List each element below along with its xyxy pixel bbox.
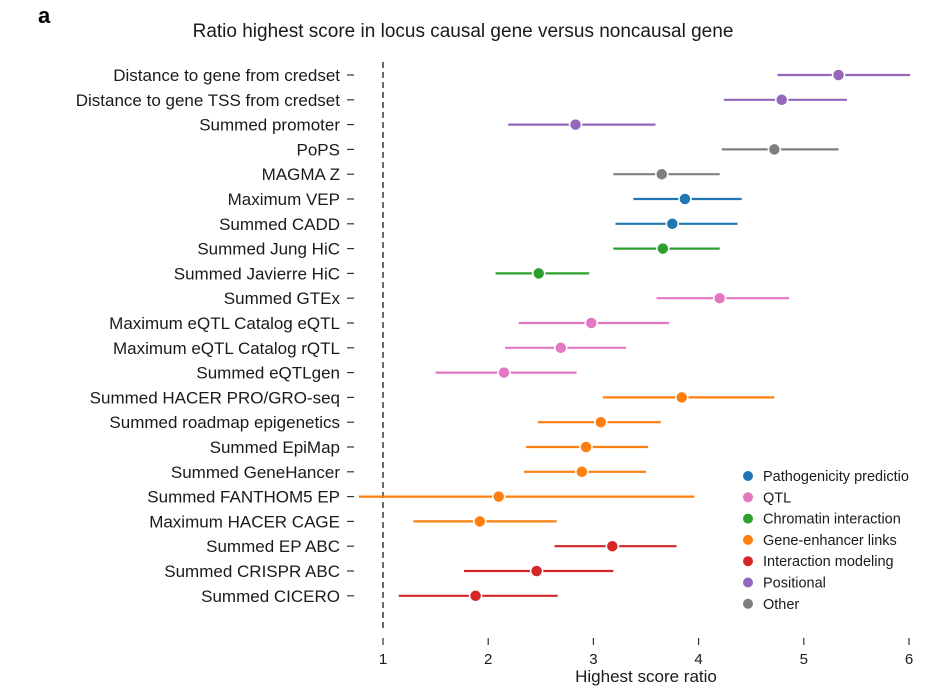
legend-marker (743, 492, 753, 503)
y-tick-label: PoPS (297, 140, 340, 159)
y-tick-label: Summed GTEx (224, 289, 341, 308)
y-tick-label: Summed EP ABC (206, 537, 340, 556)
y-tick-label: Maximum eQTL Catalog rQTL (113, 339, 340, 358)
x-tick-label: 6 (905, 651, 913, 668)
legend-label: Positional (763, 576, 826, 592)
point-estimate (774, 93, 789, 107)
point-estimate (568, 117, 583, 132)
point-estimate (491, 489, 506, 504)
y-tick-label: Summed HACER PRO/GRO-seq (90, 388, 340, 407)
y-tick-label: Maximum HACER CAGE (149, 512, 340, 531)
point-estimate (531, 266, 546, 281)
point-estimate (497, 365, 511, 380)
y-tick-label: Distance to gene TSS from credset (76, 91, 341, 110)
y-tick-label: Summed FANTHOM5 EP (147, 488, 340, 507)
legend-label: Other (763, 597, 799, 613)
legend-marker (743, 598, 753, 609)
y-tick-label: Maximum eQTL Catalog eQTL (109, 314, 340, 333)
point-estimates (468, 68, 846, 603)
x-axis: 1 2 3 4 5 6 (379, 638, 913, 668)
y-axis-ticks (347, 74, 354, 597)
point-estimate (468, 589, 483, 603)
legend-marker (743, 471, 753, 481)
legend: Pathogenicity predictio QTL Chromatin inte… (743, 469, 909, 613)
legend-item: Chromatin interaction (743, 512, 901, 528)
point-estimate (767, 142, 782, 157)
point-estimate (655, 167, 669, 181)
point-estimate (554, 341, 568, 355)
y-tick-label: Summed roadmap epigenetics (109, 413, 340, 432)
legend-marker (743, 513, 753, 524)
legend-item: Other (743, 597, 799, 613)
legend-item: Positional (743, 576, 826, 592)
y-tick-label: Summed CICERO (201, 587, 340, 606)
y-tick-label: Distance to gene from credset (113, 66, 340, 85)
panel-label: a (38, 3, 51, 28)
point-estimate (831, 68, 846, 82)
y-tick-label: Maximum VEP (228, 190, 340, 209)
y-tick-label: Summed EpiMap (210, 438, 340, 457)
y-tick-label: Summed CADD (219, 215, 340, 234)
point-estimate (529, 564, 544, 578)
point-estimate (678, 192, 692, 206)
y-tick-label: Summed CRISPR ABC (164, 562, 340, 581)
point-estimate (575, 465, 589, 479)
x-tick-label: 4 (694, 651, 702, 668)
x-tick-label: 5 (800, 651, 808, 668)
y-tick-label: Summed Jung HiC (197, 240, 340, 259)
point-estimate (712, 291, 727, 305)
legend-item: Pathogenicity predictio (743, 469, 909, 485)
chart-title: Ratio highest score in locus causal gene… (193, 21, 734, 42)
point-estimate (605, 539, 620, 553)
legend-marker (743, 577, 753, 588)
x-tick-label: 3 (589, 651, 597, 668)
point-estimate (473, 514, 487, 529)
point-estimate (656, 241, 670, 256)
y-tick-label: Summed eQTLgen (196, 364, 340, 383)
legend-item: Interaction modeling (743, 554, 894, 570)
x-axis-label: Highest score ratio (575, 667, 717, 686)
point-estimate (675, 390, 689, 405)
legend-item: Gene-enhancer links (743, 533, 897, 549)
legend-item: QTL (743, 490, 791, 506)
y-tick-label: MAGMA Z (262, 165, 340, 184)
x-tick-label: 1 (379, 651, 387, 668)
legend-label: Pathogenicity predictio (763, 469, 909, 485)
y-axis-labels: Distance to gene from credset Distance to… (76, 66, 341, 606)
legend-label: Chromatin interaction (763, 512, 901, 528)
legend-label: Gene-enhancer links (763, 533, 897, 549)
point-estimate (584, 316, 599, 330)
legend-label: Interaction modeling (763, 554, 894, 570)
point-estimate (594, 415, 608, 429)
x-tick-label: 2 (484, 651, 492, 668)
point-estimate (579, 440, 593, 454)
legend-marker (743, 556, 753, 567)
y-tick-label: Summed Javierre HiC (174, 264, 340, 283)
legend-label: QTL (763, 490, 791, 506)
y-tick-label: Summed GeneHancer (171, 463, 340, 482)
legend-marker (743, 534, 753, 545)
y-tick-label: Summed promoter (199, 116, 340, 135)
point-estimate (665, 217, 680, 231)
